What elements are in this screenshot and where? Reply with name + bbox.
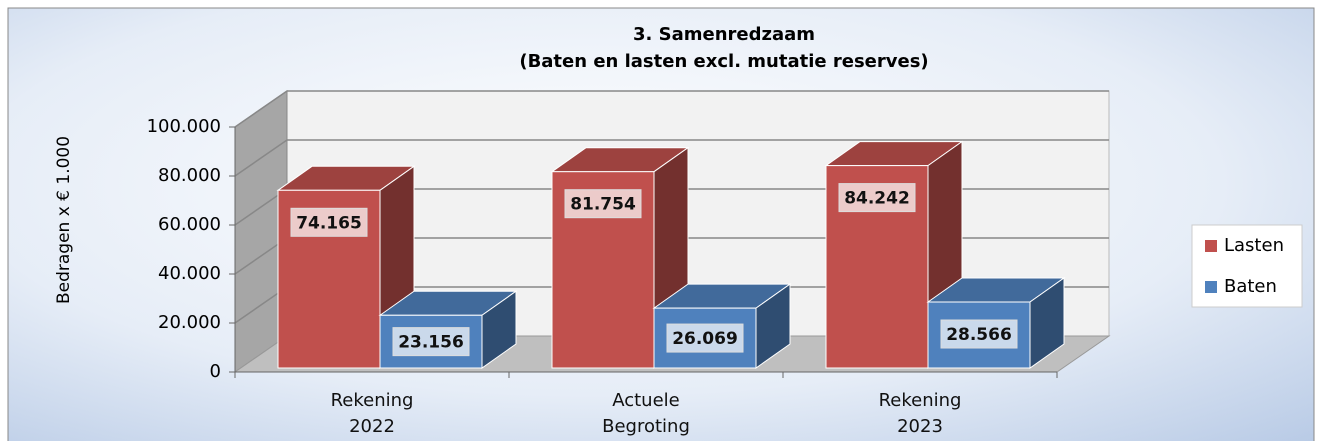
- y-tick-label: 0: [210, 361, 221, 382]
- y-tick-label: 60.000: [158, 214, 221, 235]
- legend: Lasten Baten: [1191, 224, 1303, 308]
- y-tick-label: 40.000: [158, 263, 221, 284]
- y-axis-label: Bedragen x € 1.000: [54, 136, 74, 304]
- value-label-box: [290, 207, 368, 237]
- chart-title: 3. Samenredzaam: [633, 24, 815, 45]
- value-label: 81.754: [570, 195, 636, 215]
- value-label-box: [666, 323, 744, 353]
- legend-label: Baten: [1224, 276, 1277, 297]
- y-tick-label: 80.000: [158, 165, 221, 186]
- value-label-box: [564, 189, 642, 219]
- chart-subtitle: (Baten en lasten excl. mutatie reserves): [519, 51, 928, 72]
- value-label-box: [838, 183, 916, 213]
- y-tick-label: 20.000: [158, 312, 221, 333]
- value-label: 84.242: [844, 189, 910, 209]
- y-tick-label: 100.000: [147, 116, 221, 137]
- value-label-box: [940, 319, 1018, 349]
- x-tick-label: Rekening 2023: [878, 390, 962, 437]
- legend-swatch: [1205, 281, 1217, 293]
- value-label-box: [392, 327, 470, 357]
- value-label: 26.069: [672, 329, 738, 349]
- x-tick-label: Actuele Begroting: [602, 390, 690, 437]
- legend-box: [1191, 224, 1303, 308]
- value-label: 74.165: [296, 213, 362, 233]
- x-tick-label: Rekening 2022: [330, 390, 414, 437]
- grid-line: [234, 90, 1109, 128]
- value-label: 28.566: [946, 325, 1012, 345]
- legend-swatch: [1205, 240, 1217, 252]
- value-label: 23.156: [398, 333, 464, 353]
- grid-line: [234, 139, 1109, 177]
- legend-label: Lasten: [1224, 235, 1284, 256]
